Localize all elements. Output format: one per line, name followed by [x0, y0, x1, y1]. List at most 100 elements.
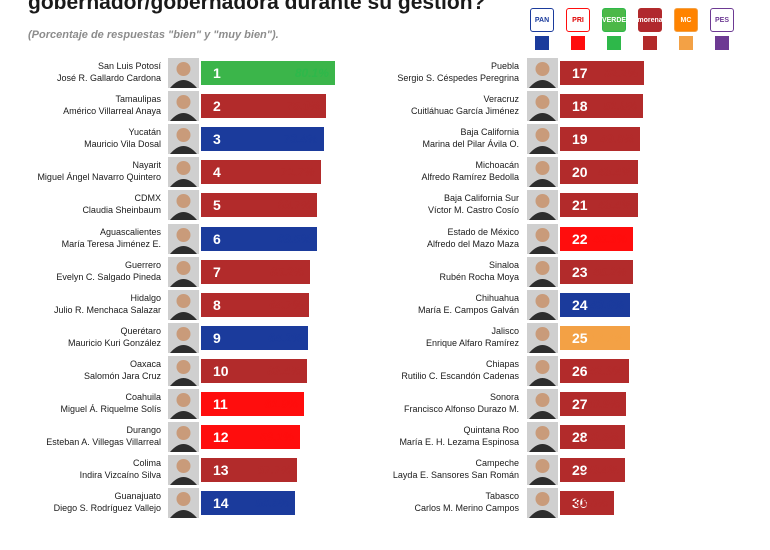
governor-name: Chihuahua María E. Campos Galván	[418, 292, 519, 316]
governor-name: Puebla Sergio S. Céspedes Peregrina	[397, 60, 519, 84]
rank-label: 9	[213, 329, 221, 346]
governor-photo	[168, 91, 199, 122]
ranking-row: Michoacán Alfredo Ramírez Bedolla 20 48.4%	[0, 157, 770, 188]
state-label: Baja California	[460, 127, 519, 138]
governor-photo	[168, 355, 199, 386]
governor-name: San Luis Potosí José R. Gallardo Cardona	[57, 60, 161, 84]
governor-label: Evelyn C. Salgado Pineda	[56, 271, 161, 282]
governor-name: Campeche Layda E. Sansores San Román	[393, 457, 519, 481]
ranking-row: Jalisco Enrique Alfaro Ramírez 25 43.3%	[0, 322, 770, 353]
state-label: Guanajuato	[114, 491, 161, 502]
approval-bar	[201, 458, 298, 483]
value-label: 45.3%	[592, 231, 627, 246]
governor-photo	[527, 91, 558, 122]
value-label: 40.9%	[585, 397, 620, 411]
ranking-row: Guanajuato Diego S. Rodríguez Vallejo 14 56…	[0, 488, 770, 519]
ranking-row: Estado de México Alfredo del Mazo Maza 22 4…	[0, 223, 770, 254]
governor-photo	[168, 488, 199, 519]
rank-label: 3	[213, 131, 221, 148]
ranking-row: Aguascalientes María Teresa Jiménez E. 6 69…	[0, 223, 770, 254]
governor-photo	[168, 389, 199, 419]
state-label: Tamaulipas	[115, 94, 161, 105]
governor-photo	[527, 389, 558, 419]
state-label: Veracruz	[483, 94, 519, 105]
approval-bar	[560, 226, 633, 251]
rank-label: 7	[213, 263, 221, 280]
governor-name: Baja California Marina del Pilar Ávila O.	[422, 126, 519, 150]
governor-label: Víctor M. Castro Cosío	[427, 205, 519, 216]
state-label: Tabasco	[485, 491, 519, 502]
governor-photo	[168, 223, 199, 254]
rank-label: 23	[572, 263, 588, 280]
governor-name: Coahuila Miguel Á. Riquelme Solís	[60, 391, 161, 415]
value-label: 52.2%	[604, 66, 639, 80]
governor-label: Américo Villarreal Anaya	[63, 106, 161, 117]
rank-label: 4	[213, 164, 221, 181]
governor-label: María Teresa Jiménez E.	[61, 238, 161, 249]
state-label: Sonora	[489, 392, 519, 402]
rank-label: 18	[572, 98, 588, 115]
governor-label: María E. H. Lezama Espinosa	[399, 437, 519, 448]
ranking-row: Sinaloa Rubén Rocha Moya 23 45.2%	[0, 256, 770, 287]
ranking-row: Tabasco Carlos M. Merino Campos 30 33.5%	[0, 488, 770, 519]
state-label: Querétaro	[120, 325, 161, 336]
state-label: Colima	[132, 458, 161, 469]
state-label: Estado de México	[447, 226, 519, 237]
governor-photo	[168, 256, 199, 287]
governor-label: Miguel Ángel Navarro Quintero	[37, 172, 161, 183]
value-label: 64.7%	[269, 297, 304, 312]
ranking-row: Colima Indira Vizcaíno Silva 13 57.7%	[0, 455, 770, 486]
ranking-row: Veracruz Cuitláhuac García Jiménez 18 51.8%	[0, 91, 770, 122]
governor-name: Oaxaca Salomón Jara Cruz	[84, 358, 161, 382]
governor-label: Cuitláhuac García Jiménez	[410, 106, 519, 117]
approval-bar	[201, 292, 310, 317]
state-label: Jalisco	[491, 325, 519, 336]
approval-bar	[560, 358, 630, 383]
ranking-row: Baja California Marina del Pilar Ávila O.…	[0, 124, 770, 155]
rank-label: 21	[572, 197, 588, 214]
value-label: 59.1%	[259, 430, 294, 445]
governor-photo	[527, 58, 558, 88]
approval-bar	[201, 61, 335, 85]
approval-bar	[560, 458, 626, 483]
governor-name: Durango Esteban A. Villegas Villarreal	[46, 424, 161, 448]
party-logo-movimiento-ciudadano-icon: MC	[674, 8, 698, 32]
ranking-row: Campeche Layda E. Sansores San Román 29 40.…	[0, 455, 770, 486]
ranking-row: Puebla Sergio S. Céspedes Peregrina 17 52.2…	[0, 58, 770, 88]
state-label: Puebla	[490, 61, 519, 71]
rank-label: 20	[572, 164, 588, 181]
value-label: 63.4%	[266, 363, 301, 378]
approval-bar	[560, 61, 645, 85]
value-label: 75.0%	[286, 99, 321, 114]
approval-bar	[201, 226, 318, 251]
state-label: Nayarit	[132, 160, 161, 171]
rank-label: 25	[572, 329, 588, 346]
governor-name: Estado de México Alfredo del Mazo Maza	[427, 226, 519, 250]
governor-name: Tabasco Carlos M. Merino Campos	[414, 490, 519, 514]
governor-label: Layda E. Sansores San Román	[392, 470, 519, 481]
state-label: Campeche	[475, 458, 519, 469]
value-label: 56.5%	[255, 496, 290, 511]
state-label: Chihuahua	[475, 292, 519, 303]
approval-bar	[201, 491, 296, 516]
approval-bar	[560, 325, 630, 350]
state-label: CDMX	[134, 193, 162, 204]
rank-label: 28	[572, 429, 588, 446]
rank-label: 8	[213, 296, 221, 313]
rank-label: 17	[572, 65, 588, 81]
rank-label: 24	[572, 296, 588, 313]
party-logo-pan-icon: PAN	[530, 8, 554, 32]
state-label: Oaxaca	[129, 358, 161, 369]
approval-bar	[201, 358, 307, 383]
governor-name: Yucatán Mauricio Vila Dosal	[84, 126, 161, 150]
governor-label: Sergio S. Céspedes Peregrina	[397, 73, 519, 83]
legend-swatch-morena	[643, 36, 657, 50]
value-label: 48.4%	[597, 198, 632, 213]
value-label: 61.9%	[264, 397, 299, 411]
ranking-row: Quintana Roo María E. H. Lezama Espinosa 2…	[0, 422, 770, 453]
value-label: 65.2%	[269, 264, 304, 279]
state-label: Aguascalientes	[99, 226, 161, 237]
governor-label: Salomón Jara Cruz	[83, 370, 161, 381]
governor-name: Querétaro Mauricio Kuri González	[68, 325, 161, 349]
approval-bar	[560, 193, 638, 218]
